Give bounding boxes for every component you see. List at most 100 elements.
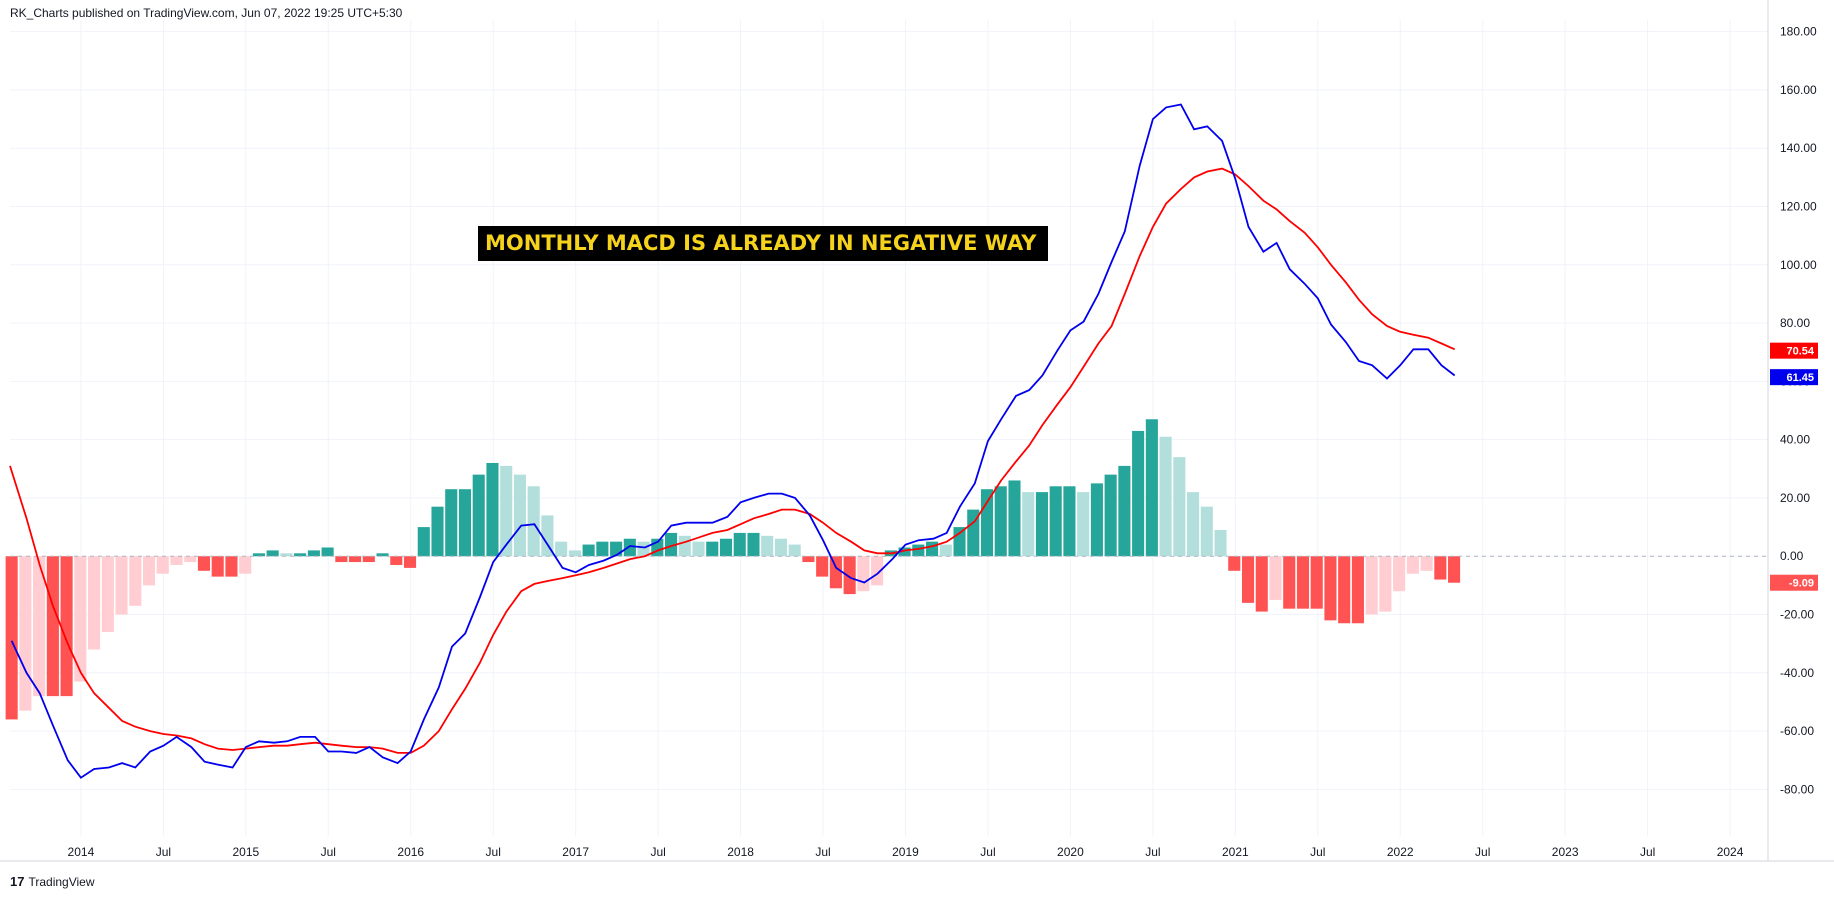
- histogram-bar: [239, 556, 252, 574]
- x-tick-label: Jul: [1640, 845, 1655, 859]
- histogram-bar: [362, 556, 375, 563]
- histogram-bar: [623, 538, 636, 557]
- histogram-bar: [335, 556, 348, 563]
- tradingview-branding[interactable]: 17 TradingView: [10, 874, 95, 889]
- histogram-bar: [170, 556, 183, 565]
- histogram-value-badge: -9.09: [1770, 574, 1818, 591]
- histogram-bar: [788, 544, 801, 557]
- x-tick-label: 2018: [727, 845, 754, 859]
- x-tick-label: 2023: [1552, 845, 1579, 859]
- histogram-bar: [678, 535, 691, 557]
- histogram-bar: [1448, 556, 1461, 583]
- histogram-badge-label: -9.09: [1789, 578, 1814, 590]
- y-tick-label: 40.00: [1780, 433, 1810, 447]
- histogram-bar: [5, 556, 18, 720]
- histogram-bar: [472, 474, 485, 557]
- histogram-bar: [1077, 492, 1090, 557]
- y-tick-label: -80.00: [1780, 782, 1814, 796]
- histogram-bar: [802, 556, 815, 563]
- y-tick-label: 120.00: [1780, 200, 1817, 214]
- y-tick-label: 80.00: [1780, 316, 1810, 330]
- histogram-bar: [596, 541, 609, 557]
- y-tick-label: -40.00: [1780, 666, 1814, 680]
- histogram-bar: [349, 556, 362, 563]
- histogram-bar: [500, 465, 513, 557]
- histogram-bar: [774, 538, 787, 557]
- x-tick-label: Jul: [156, 845, 171, 859]
- histogram-bar: [266, 550, 279, 557]
- x-tick-label: 2019: [892, 845, 919, 859]
- histogram-bar: [417, 527, 430, 557]
- x-tick-label: 2021: [1222, 845, 1249, 859]
- histogram-bar: [1145, 419, 1158, 557]
- histogram-bar: [816, 556, 829, 577]
- x-axis-ticks: 2014 Jul 2015 Jul 2016 Jul 2017 Jul 2018 Jul 2019 J…: [68, 845, 1744, 859]
- y-tick-label: -20.00: [1780, 608, 1814, 622]
- histogram-bar: [1393, 556, 1406, 592]
- histogram-bar: [568, 550, 581, 557]
- macd-badge-bg: [1770, 369, 1818, 386]
- histogram-bar: [211, 556, 224, 577]
- x-tick-label: 2024: [1717, 845, 1744, 859]
- histogram-bar: [486, 462, 499, 557]
- histogram-bar: [1104, 474, 1117, 557]
- histogram-bar: [912, 544, 925, 557]
- histogram-bar: [142, 556, 156, 586]
- histogram-bar: [458, 489, 472, 557]
- histogram-bar: [1379, 556, 1392, 612]
- histogram-bar: [761, 535, 774, 557]
- y-tick-label: 100.00: [1780, 258, 1817, 272]
- x-tick-label: 2022: [1387, 845, 1414, 859]
- tradingview-logo-icon: 17: [10, 874, 25, 889]
- histogram-bar: [1049, 486, 1062, 557]
- histogram-bar: [1338, 556, 1351, 624]
- macd-line: [10, 103, 1456, 779]
- x-tick-label: Jul: [486, 845, 501, 859]
- x-tick-label: Jul: [980, 845, 995, 859]
- histogram-bar: [321, 547, 334, 557]
- histogram-bar: [1324, 556, 1337, 621]
- histogram-bar: [898, 547, 911, 557]
- signal-badge-bg: [1770, 342, 1818, 359]
- histogram-bar: [1008, 480, 1021, 557]
- y-tick-label: 140.00: [1780, 141, 1817, 155]
- x-tick-label: 2014: [68, 845, 95, 859]
- histogram-bar: [843, 556, 856, 595]
- histogram-bar: [197, 556, 211, 571]
- histogram-bar: [582, 544, 595, 557]
- histogram-bar: [733, 532, 746, 557]
- signal-badge-label: 70.54: [1786, 346, 1814, 358]
- histogram-bar: [1118, 465, 1131, 557]
- tradingview-brand-label: TradingView: [28, 874, 95, 889]
- histogram-bar: [1090, 483, 1103, 557]
- histogram-bar: [939, 544, 952, 557]
- histogram-bar: [747, 532, 760, 557]
- x-tick-label: 2020: [1057, 845, 1084, 859]
- macd-value-badge: 61.45: [1770, 369, 1818, 386]
- histogram-bar: [665, 532, 678, 557]
- y-tick-label: 0.00: [1780, 549, 1804, 563]
- histogram-bar: [376, 553, 389, 557]
- chart-annotation: MONTHLY MACD IS ALREADY IN NEGATIVE WAY: [478, 226, 1049, 261]
- histogram-bar: [967, 509, 980, 557]
- histogram-bar: [1132, 430, 1145, 557]
- histogram-bar: [1365, 556, 1378, 615]
- y-tick-label: -60.00: [1780, 724, 1814, 738]
- x-tick-label: Jul: [1475, 845, 1490, 859]
- histogram-bar: [953, 527, 966, 557]
- histogram-bar: [857, 556, 870, 592]
- histogram-bar: [1351, 556, 1364, 624]
- histogram-bar: [1214, 530, 1227, 557]
- histogram-bar: [294, 553, 307, 557]
- histogram-series: [5, 419, 1461, 720]
- x-tick-label: Jul: [650, 845, 665, 859]
- histogram-bar: [403, 556, 417, 568]
- x-tick-label: Jul: [815, 845, 830, 859]
- histogram-bar: [1420, 556, 1433, 571]
- histogram-bar: [1200, 506, 1213, 557]
- histogram-bar: [926, 541, 939, 557]
- histogram-bar: [555, 541, 568, 557]
- histogram-bar: [33, 556, 46, 697]
- histogram-bar: [1406, 556, 1419, 574]
